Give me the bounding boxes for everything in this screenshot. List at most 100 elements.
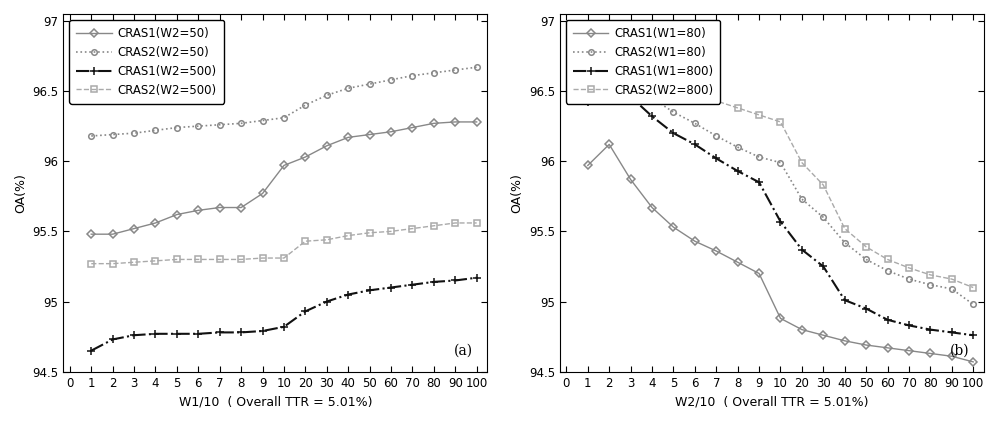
CRAS1(W2=50)	[299, 154, 311, 160]
CRAS1(W2=50)	[428, 121, 440, 126]
CRAS2(W2=800)	[903, 265, 915, 271]
CRAS2(W1=80)	[710, 133, 722, 138]
CRAS2(W2=500)	[149, 258, 161, 263]
Line: CRAS1(W2=50): CRAS1(W2=50)	[88, 119, 479, 237]
CRAS2(W1=80)	[753, 154, 765, 160]
CRAS1(W2=500)	[149, 331, 161, 336]
CRAS1(W1=80)	[753, 271, 765, 276]
CRAS1(W1=80)	[774, 316, 786, 321]
CRAS2(W2=50)	[257, 118, 269, 123]
CRAS1(W2=50)	[385, 129, 397, 134]
CRAS1(W2=50)	[449, 119, 461, 124]
CRAS2(W2=800)	[667, 81, 679, 87]
CRAS1(W2=50)	[171, 212, 183, 217]
CRAS1(W1=800)	[753, 180, 765, 185]
Line: CRAS1(W2=500): CRAS1(W2=500)	[87, 273, 481, 355]
CRAS2(W1=80)	[860, 257, 872, 262]
CRAS1(W2=500)	[257, 328, 269, 333]
CRAS2(W2=50)	[428, 70, 440, 76]
CRAS2(W2=50)	[171, 125, 183, 130]
CRAS1(W1=800)	[860, 306, 872, 311]
CRAS1(W1=800)	[774, 219, 786, 224]
CRAS1(W2=50)	[235, 205, 247, 210]
CRAS2(W2=800)	[603, 35, 615, 40]
CRAS2(W2=50)	[85, 133, 97, 138]
CRAS2(W2=800)	[967, 285, 979, 290]
Line: CRAS1(W1=800): CRAS1(W1=800)	[584, 80, 977, 339]
CRAS1(W2=500)	[107, 337, 119, 342]
CRAS1(W2=50)	[406, 125, 418, 130]
CRAS1(W1=80)	[924, 351, 936, 356]
CRAS2(W2=50)	[385, 77, 397, 82]
CRAS2(W2=500)	[342, 233, 354, 238]
CRAS1(W1=80)	[732, 260, 744, 265]
CRAS1(W2=500)	[364, 288, 376, 293]
CRAS2(W2=800)	[710, 98, 722, 103]
CRAS2(W2=500)	[471, 220, 483, 225]
CRAS1(W1=800)	[882, 317, 894, 322]
CRAS2(W2=800)	[774, 119, 786, 124]
X-axis label: W2/10  ( Overall TTR = 5.01%): W2/10 ( Overall TTR = 5.01%)	[675, 395, 869, 408]
CRAS2(W1=80)	[625, 80, 637, 85]
Line: CRAS1(W1=80): CRAS1(W1=80)	[585, 142, 976, 365]
CRAS1(W1=800)	[667, 131, 679, 136]
CRAS2(W2=500)	[107, 261, 119, 266]
CRAS2(W1=80)	[689, 121, 701, 126]
CRAS1(W1=800)	[796, 247, 808, 252]
CRAS2(W2=800)	[817, 183, 829, 188]
CRAS2(W1=80)	[882, 268, 894, 273]
CRAS1(W1=80)	[882, 345, 894, 350]
CRAS2(W2=500)	[257, 255, 269, 260]
CRAS1(W1=80)	[646, 205, 658, 210]
CRAS2(W2=50)	[321, 93, 333, 98]
CRAS2(W1=80)	[732, 145, 744, 150]
CRAS2(W1=80)	[667, 110, 679, 115]
CRAS2(W2=50)	[449, 68, 461, 73]
CRAS2(W1=80)	[839, 240, 851, 245]
CRAS2(W2=800)	[860, 244, 872, 249]
CRAS1(W2=50)	[192, 208, 204, 213]
CRAS2(W2=800)	[924, 272, 936, 277]
CRAS1(W2=50)	[471, 119, 483, 124]
CRAS1(W1=80)	[839, 338, 851, 344]
CRAS2(W1=80)	[967, 302, 979, 307]
CRAS2(W1=80)	[903, 276, 915, 281]
CRAS1(W1=800)	[732, 168, 744, 173]
CRAS1(W1=800)	[839, 298, 851, 303]
CRAS1(W1=80)	[903, 348, 915, 353]
CRAS1(W1=800)	[817, 264, 829, 269]
CRAS2(W2=500)	[385, 229, 397, 234]
CRAS2(W2=500)	[128, 260, 140, 265]
CRAS2(W2=500)	[406, 226, 418, 231]
CRAS1(W1=80)	[817, 333, 829, 338]
CRAS1(W2=500)	[192, 331, 204, 336]
CRAS2(W2=800)	[582, 51, 594, 56]
CRAS1(W1=80)	[603, 142, 615, 147]
CRAS2(W2=50)	[214, 122, 226, 127]
CRAS2(W2=50)	[107, 132, 119, 137]
CRAS1(W2=500)	[214, 330, 226, 335]
CRAS1(W1=80)	[689, 239, 701, 244]
CRAS1(W2=500)	[342, 292, 354, 297]
CRAS1(W1=800)	[689, 142, 701, 147]
CRAS1(W1=80)	[582, 163, 594, 168]
Line: CRAS2(W2=800): CRAS2(W2=800)	[585, 35, 976, 290]
CRAS1(W1=80)	[667, 225, 679, 230]
CRAS2(W2=50)	[342, 86, 354, 91]
CRAS1(W1=80)	[625, 177, 637, 182]
CRAS2(W2=50)	[299, 103, 311, 108]
CRAS1(W1=800)	[946, 330, 958, 335]
CRAS1(W2=50)	[321, 143, 333, 148]
CRAS1(W1=800)	[967, 333, 979, 338]
CRAS1(W2=50)	[107, 232, 119, 237]
CRAS2(W2=500)	[428, 223, 440, 228]
Text: (a): (a)	[453, 344, 473, 357]
CRAS2(W2=500)	[364, 230, 376, 235]
CRAS1(W1=800)	[903, 323, 915, 328]
CRAS1(W2=50)	[342, 135, 354, 140]
Legend: CRAS1(W2=50), CRAS2(W2=50), CRAS1(W2=500), CRAS2(W2=500): CRAS1(W2=50), CRAS2(W2=50), CRAS1(W2=500…	[69, 20, 224, 104]
CRAS2(W2=800)	[625, 52, 637, 57]
X-axis label: W1/10  ( Overall TTR = 5.01%): W1/10 ( Overall TTR = 5.01%)	[179, 395, 372, 408]
Y-axis label: OA(%): OA(%)	[510, 173, 523, 213]
Line: CRAS2(W2=50): CRAS2(W2=50)	[88, 65, 479, 139]
